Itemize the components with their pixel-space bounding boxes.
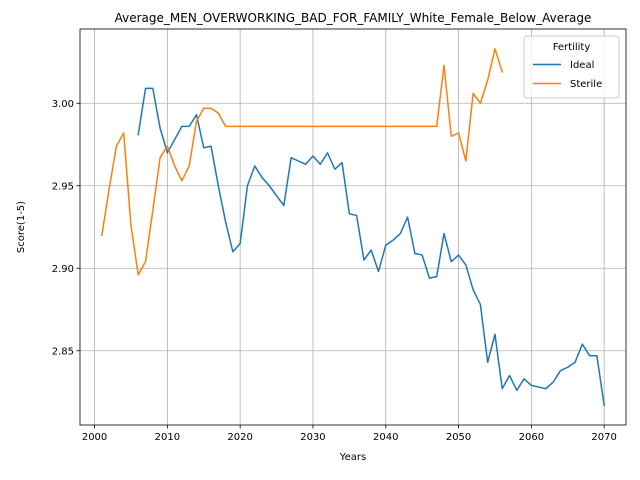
x-tick-label: 2040 [373,432,398,443]
x-tick-label: 2020 [227,432,252,443]
legend: Fertility Ideal Sterile [523,35,620,99]
y-tick-label: 2.95 [52,181,74,192]
x-tick-label: 2070 [591,432,616,443]
legend-label-sterile: Sterile [570,79,602,90]
x-axis-ticks: 2000 2010 2020 2030 2040 2050 2060 2070 [82,425,617,443]
x-axis-label: Years [339,452,366,463]
y-tick-label: 2.90 [52,264,74,275]
series-line-sterile [100,48,504,276]
y-tick-label: 3.00 [52,99,74,110]
series-line-ideal [137,87,606,407]
chart-title: Average_MEN_OVERWORKING_BAD_FOR_FAMILY_W… [115,11,592,25]
plot-frame [79,28,627,426]
legend-title: Fertility [553,42,591,53]
x-tick-label: 2030 [300,432,325,443]
x-tick-label: 2010 [155,432,180,443]
y-axis-label: Score(1-5) [16,201,27,253]
x-tick-label: 2060 [519,432,544,443]
x-tick-label: 2050 [446,432,471,443]
legend-items: Ideal Sterile [533,60,602,90]
y-tick-label: 2.85 [52,346,74,357]
series-lines [100,48,606,407]
y-axis-ticks: 2.85 2.90 2.95 3.00 [52,99,80,357]
legend-box [523,35,620,99]
legend-label-ideal: Ideal [570,60,594,71]
x-tick-label: 2000 [82,432,107,443]
